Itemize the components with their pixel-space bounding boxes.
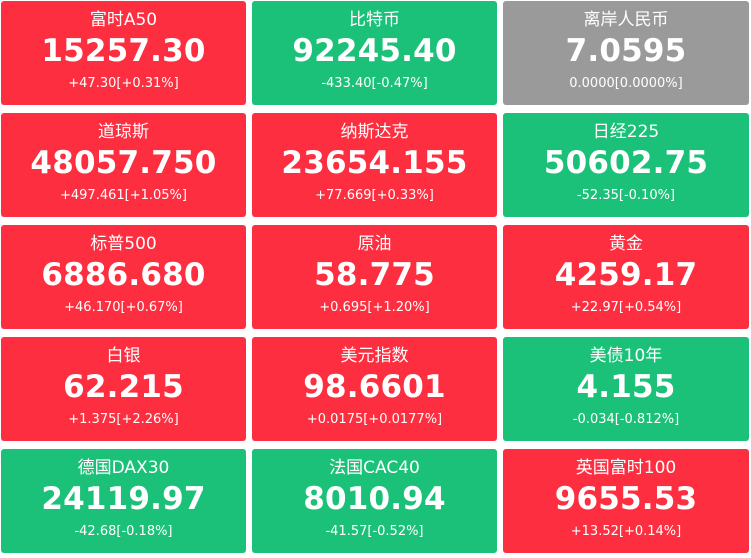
quote-price: 23654.155: [281, 145, 468, 181]
quote-tile-cac40[interactable]: 法国CAC40 8010.94 -41.57[-0.52%]: [252, 449, 497, 553]
quote-change: +22.97[+0.54%]: [570, 300, 682, 315]
quote-tile-sp500[interactable]: 标普500 6886.680 +46.170[+0.67%]: [1, 225, 246, 329]
quote-tile-gold[interactable]: 黄金 4259.17 +22.97[+0.54%]: [503, 225, 749, 329]
quote-name: 日经225: [592, 122, 660, 142]
quote-change: -41.57[-0.52%]: [325, 524, 424, 539]
quote-change: +0.0175[+0.0177%]: [306, 412, 443, 427]
quote-name: 白银: [106, 346, 141, 366]
quote-tile-ftse-a50[interactable]: 富时A50 15257.30 +47.30[+0.31%]: [1, 1, 246, 105]
quote-name: 美债10年: [589, 346, 663, 366]
quote-price: 58.775: [314, 257, 435, 293]
quote-change: 0.0000[0.0000%]: [569, 76, 683, 91]
quote-tile-us-10y-treasury[interactable]: 美债10年 4.155 -0.034[-0.812%]: [503, 337, 749, 441]
quote-change: +497.461[+1.05%]: [60, 188, 187, 203]
quote-change: +1.375[+2.26%]: [68, 412, 179, 427]
quote-price: 24119.97: [41, 481, 206, 517]
quote-change: +13.52[+0.14%]: [570, 524, 682, 539]
quote-tile-nikkei-225[interactable]: 日经225 50602.75 -52.35[-0.10%]: [503, 113, 749, 217]
quote-change: +77.669[+0.33%]: [315, 188, 434, 203]
quote-tile-silver[interactable]: 白银 62.215 +1.375[+2.26%]: [1, 337, 246, 441]
quote-name: 纳斯达克: [340, 122, 409, 142]
quote-price: 15257.30: [41, 33, 206, 69]
quote-tile-bitcoin[interactable]: 比特币 92245.40 -433.40[-0.47%]: [252, 1, 497, 105]
quote-price: 50602.75: [543, 145, 709, 181]
quote-tile-ftse-100[interactable]: 英国富时100 9655.53 +13.52[+0.14%]: [503, 449, 749, 553]
quote-price: 62.215: [63, 369, 184, 405]
quote-name: 德国DAX30: [77, 458, 170, 478]
quote-name: 英国富时100: [575, 458, 677, 478]
quote-tile-dollar-index[interactable]: 美元指数 98.6601 +0.0175[+0.0177%]: [252, 337, 497, 441]
quote-price: 92245.40: [292, 33, 457, 69]
quote-name: 原油: [357, 234, 392, 254]
quote-name: 道琼斯: [98, 122, 149, 142]
quote-price: 7.0595: [565, 33, 687, 69]
quote-name: 法国CAC40: [329, 458, 420, 478]
quote-change: +47.30[+0.31%]: [68, 76, 179, 91]
quote-price: 4259.17: [554, 257, 698, 293]
quote-change: -433.40[-0.47%]: [321, 76, 428, 91]
quote-tile-dax30[interactable]: 德国DAX30 24119.97 -42.68[-0.18%]: [1, 449, 246, 553]
quote-change: +0.695[+1.20%]: [319, 300, 430, 315]
quote-name: 比特币: [349, 10, 400, 30]
quote-tile-dow-jones[interactable]: 道琼斯 48057.750 +497.461[+1.05%]: [1, 113, 246, 217]
quote-tile-crude-oil[interactable]: 原油 58.775 +0.695[+1.20%]: [252, 225, 497, 329]
quote-tile-nasdaq[interactable]: 纳斯达克 23654.155 +77.669[+0.33%]: [252, 113, 497, 217]
quote-change: -0.034[-0.812%]: [572, 412, 680, 427]
quote-change: -42.68[-0.18%]: [74, 524, 173, 539]
quote-price: 98.6601: [303, 369, 446, 405]
quote-change: -52.35[-0.10%]: [576, 188, 676, 203]
quote-name: 标普500: [90, 234, 157, 254]
quote-price: 48057.750: [30, 145, 217, 181]
quote-tile-offshore-cny[interactable]: 离岸人民币 7.0595 0.0000[0.0000%]: [503, 1, 749, 105]
quote-change: +46.170[+0.67%]: [64, 300, 183, 315]
quote-name: 富时A50: [89, 10, 158, 30]
quote-price: 6886.680: [41, 257, 206, 293]
quote-price: 9655.53: [554, 481, 698, 517]
quote-price: 8010.94: [303, 481, 446, 517]
quote-price: 4.155: [576, 369, 676, 405]
quote-name: 离岸人民币: [583, 10, 669, 30]
quote-name: 黄金: [609, 234, 643, 254]
quote-name: 美元指数: [340, 346, 409, 366]
